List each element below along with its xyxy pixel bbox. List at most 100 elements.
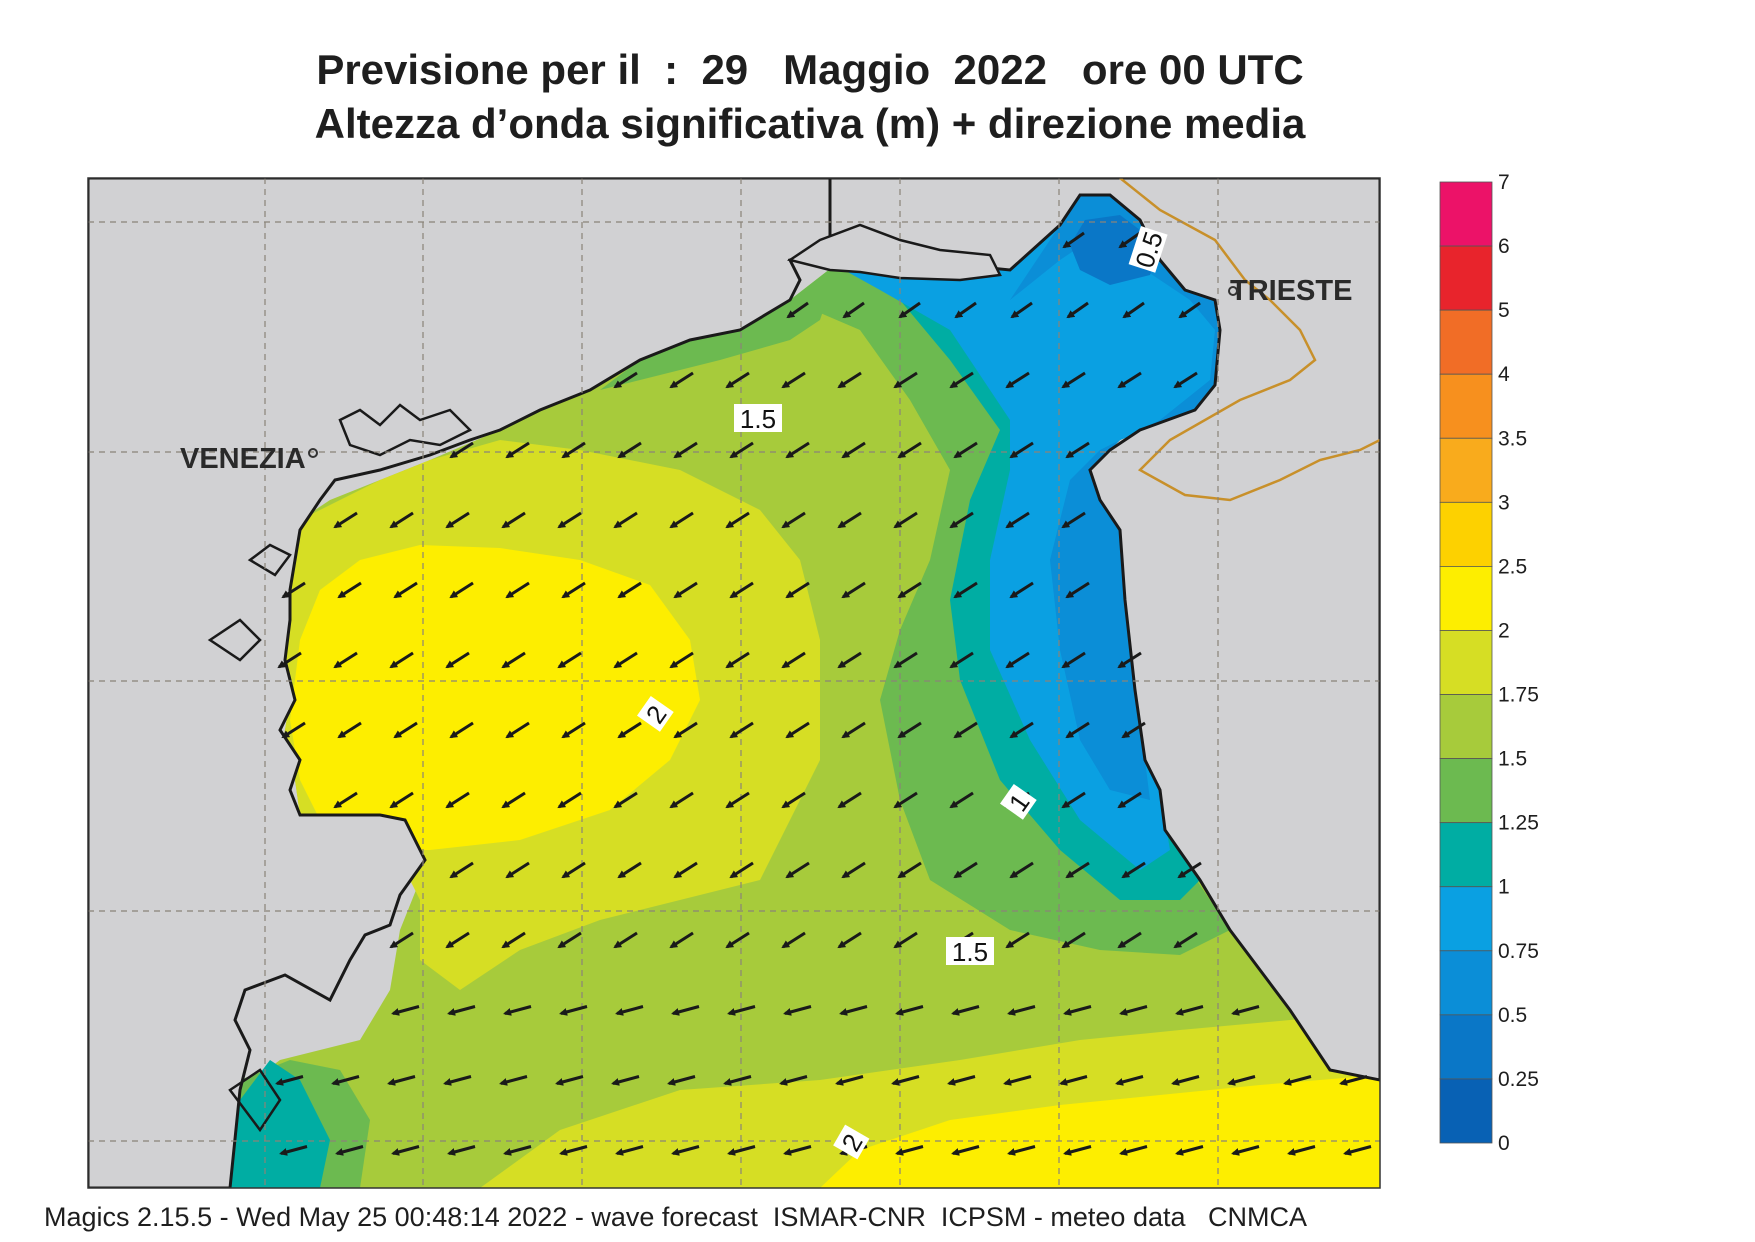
wave-arrow bbox=[499, 1075, 528, 1086]
colorbar-tick-label: 2 bbox=[1498, 619, 1510, 642]
wave-arrow bbox=[673, 581, 698, 599]
wave-arrow bbox=[1061, 791, 1086, 809]
wave-arrow bbox=[561, 861, 586, 879]
wave-arrow bbox=[841, 441, 866, 459]
wave-arrow bbox=[897, 581, 922, 599]
wave-arrow bbox=[337, 581, 362, 599]
colorbar-tick-label: 3.5 bbox=[1498, 427, 1527, 450]
wave-arrow bbox=[729, 721, 754, 739]
wave-arrow bbox=[671, 1005, 700, 1016]
wave-arrow bbox=[1117, 651, 1142, 669]
wave-arrow bbox=[615, 1005, 644, 1016]
wave-arrow bbox=[389, 511, 414, 529]
colorbar-band bbox=[1439, 694, 1493, 759]
wave-arrow bbox=[393, 721, 418, 739]
wave-arrow bbox=[781, 371, 806, 389]
wave-arrow bbox=[673, 441, 698, 459]
wave-arrow bbox=[783, 1005, 812, 1016]
wave-arrow bbox=[725, 371, 750, 389]
wave-arrow bbox=[613, 651, 638, 669]
wave-arrow bbox=[841, 861, 866, 879]
wave-arrow bbox=[729, 861, 754, 879]
colorbar-tick-label: 0.25 bbox=[1498, 1068, 1539, 1091]
wave-arrow bbox=[391, 1145, 420, 1156]
colorbar: 7 6 5 4 3.5 3 2.5 2 1.75 1.5 1.25 1 0.75 0.5 0.25 0 bbox=[1439, 171, 1539, 1155]
wave-arrow bbox=[557, 791, 582, 809]
wave-arrow bbox=[337, 721, 362, 739]
wave-arrow bbox=[617, 441, 642, 459]
wave-arrow bbox=[669, 791, 694, 809]
wave-arrow bbox=[951, 1145, 980, 1156]
wave-arrow bbox=[893, 791, 918, 809]
wave-arrow bbox=[615, 1145, 644, 1156]
wave-arrow bbox=[785, 581, 810, 599]
wave-arrow bbox=[837, 791, 862, 809]
wave-arrow bbox=[449, 581, 474, 599]
wave-arrow bbox=[783, 1145, 812, 1156]
colorbar-tick-label: 2.5 bbox=[1498, 555, 1527, 578]
colorbar-band bbox=[1439, 1078, 1493, 1144]
wave-arrow bbox=[1173, 371, 1198, 389]
wave-arrow bbox=[725, 791, 750, 809]
wave-arrow bbox=[1119, 1005, 1148, 1016]
wave-arrow bbox=[1065, 581, 1090, 599]
wave-arrow bbox=[785, 441, 810, 459]
wave-arrow bbox=[673, 861, 698, 879]
wave-arrow bbox=[561, 721, 586, 739]
wave-arrow bbox=[723, 1075, 752, 1086]
wave-arrow bbox=[895, 1005, 924, 1016]
band-2-00-south bbox=[820, 1075, 1380, 1188]
wave-arrow bbox=[895, 1145, 924, 1156]
lagoon-islands bbox=[207, 403, 473, 1133]
wave-arrow bbox=[335, 1145, 364, 1156]
wave-arrow bbox=[1122, 301, 1145, 319]
colorbar-tick-label: 1.25 bbox=[1498, 812, 1539, 835]
wave-arrow bbox=[949, 651, 974, 669]
band-1-25-north bbox=[600, 290, 830, 390]
wave-arrow bbox=[781, 511, 806, 529]
map-subtitle: Altezza d’onda significativa (m) + direz… bbox=[314, 100, 1306, 147]
wave-arrow bbox=[1175, 1145, 1204, 1156]
wave-arrow bbox=[617, 721, 642, 739]
wave-arrow bbox=[671, 1145, 700, 1156]
trieste-marker bbox=[1228, 286, 1238, 296]
colorbar-tick-label: 0.5 bbox=[1498, 1004, 1527, 1027]
wave-arrow bbox=[505, 721, 530, 739]
wave-arrow bbox=[1007, 1005, 1036, 1016]
colorbar-tick-label: 1.5 bbox=[1498, 748, 1527, 771]
wave-arrow bbox=[951, 1005, 980, 1016]
wave-arrow bbox=[897, 721, 922, 739]
wave-arrow bbox=[953, 861, 978, 879]
wave-arrow bbox=[1121, 721, 1146, 739]
map-frame bbox=[87, 177, 1381, 1189]
colorbar-band bbox=[1439, 630, 1493, 695]
city-label-trieste: TRIESTE bbox=[1230, 275, 1352, 307]
wave-arrow bbox=[611, 1075, 640, 1086]
colorbar-band bbox=[1439, 822, 1493, 888]
national-border bbox=[1119, 178, 1380, 502]
city-label-venezia: VENEZIA bbox=[180, 443, 306, 475]
wave-arrow bbox=[279, 1145, 308, 1156]
colorbar-tick-label: 1.75 bbox=[1498, 684, 1539, 707]
wave-arrow bbox=[333, 791, 358, 809]
wave-arrow bbox=[891, 1075, 920, 1086]
wave-arrow bbox=[445, 931, 470, 949]
wave-arrow bbox=[281, 721, 306, 739]
wave-arrow bbox=[613, 511, 638, 529]
wave-arrow bbox=[727, 1005, 756, 1016]
wave-arrow bbox=[781, 791, 806, 809]
wave-arrow bbox=[1287, 1145, 1316, 1156]
wave-arrow bbox=[729, 441, 754, 459]
wave-arrow bbox=[1005, 651, 1030, 669]
wave-arrow bbox=[1119, 1145, 1148, 1156]
wave-arrow bbox=[501, 511, 526, 529]
northeast-coast-land bbox=[828, 178, 1380, 1082]
wave-direction-arrows bbox=[275, 231, 1372, 1156]
wave-arrow bbox=[1121, 861, 1146, 879]
wave-arrow bbox=[1065, 861, 1090, 879]
wave-arrow bbox=[837, 931, 862, 949]
wave-arrow bbox=[669, 651, 694, 669]
wave-arrow bbox=[953, 441, 978, 459]
colorbar-tick-label: 5 bbox=[1498, 299, 1510, 322]
wave-arrow bbox=[393, 581, 418, 599]
